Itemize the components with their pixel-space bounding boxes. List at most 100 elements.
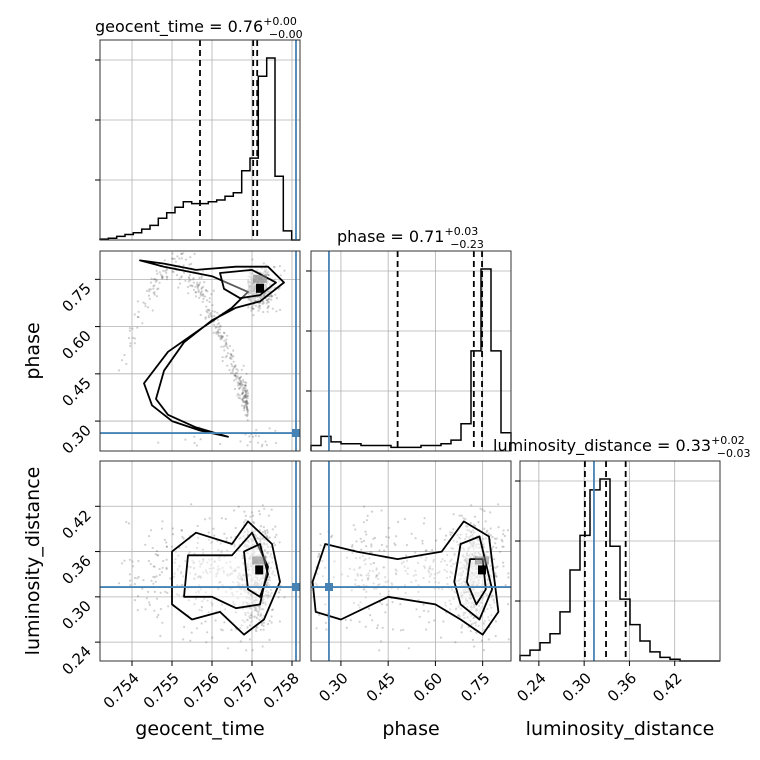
sample-point [225, 338, 228, 341]
sample-point [190, 631, 193, 634]
sample-point [239, 397, 242, 400]
sample-point [194, 291, 197, 294]
sample-point [279, 274, 282, 277]
sample-point [215, 332, 218, 335]
sample-point [217, 328, 220, 331]
sample-point [417, 590, 420, 594]
sample-point [265, 590, 268, 593]
sample-point [225, 561, 228, 565]
sample-point [200, 605, 203, 609]
sample-point [355, 540, 358, 543]
sample-point [253, 576, 256, 579]
sample-point [184, 560, 187, 563]
sample-point [226, 573, 229, 576]
sample-point [445, 576, 449, 580]
sample-point [147, 306, 150, 309]
sample-point [504, 584, 507, 587]
sample-point [258, 295, 261, 299]
sample-point [387, 593, 390, 597]
sample-point [507, 638, 510, 641]
sample-point [467, 547, 470, 550]
sample-point [464, 583, 468, 587]
sample-point [262, 576, 266, 579]
sample-point [182, 638, 185, 641]
sample-point [254, 547, 257, 550]
sample-point [205, 641, 208, 644]
sample-point [239, 376, 242, 380]
sample-point [268, 569, 271, 572]
sample-point [248, 287, 251, 290]
sample-point [250, 280, 253, 283]
sample-point [266, 581, 269, 584]
sample-point [210, 311, 213, 315]
sample-point [472, 541, 475, 545]
sample-point [160, 276, 164, 279]
sample-point [465, 565, 469, 568]
sample-point [256, 583, 259, 586]
sample-point [435, 539, 438, 542]
contour-distance-vs-geocent-time-mid [183, 531, 269, 610]
sample-point [462, 613, 465, 617]
sample-point [250, 552, 253, 555]
sample-point [229, 572, 232, 575]
sample-point [166, 591, 169, 595]
sample-point [251, 538, 255, 541]
sample-point [474, 552, 477, 555]
sample-point [231, 593, 234, 597]
sample-point [262, 577, 265, 580]
sample-point [242, 397, 245, 400]
sample-point [245, 601, 249, 605]
sample-point [262, 574, 265, 578]
sample-point [167, 605, 170, 608]
sample-point [262, 294, 265, 297]
sample-point [472, 523, 475, 526]
sample-point [249, 583, 252, 586]
sample-point [248, 272, 251, 275]
sample-point [468, 541, 472, 545]
sample-point [236, 375, 239, 378]
sample-point [387, 590, 390, 593]
sample-point [173, 561, 176, 564]
sample-point [444, 604, 447, 607]
sample-point [211, 304, 214, 307]
sample-point [395, 535, 398, 538]
sample-point [459, 592, 462, 595]
sample-point [220, 603, 224, 606]
sample-point [252, 552, 255, 555]
sample-point [216, 330, 219, 333]
sample-point [192, 561, 196, 564]
sample-point [462, 517, 465, 520]
sample-point [181, 535, 184, 539]
sample-point [506, 529, 510, 532]
sample-point [487, 532, 490, 536]
sample-point [443, 568, 446, 572]
sample-point [265, 534, 269, 538]
sample-point [200, 609, 203, 612]
sample-point [270, 615, 273, 618]
sample-point [192, 562, 195, 565]
sample-point [190, 503, 193, 506]
sample-point [250, 272, 253, 275]
sample-point [253, 290, 256, 293]
sample-point [214, 326, 217, 329]
sample-point [229, 356, 232, 359]
sample-point [391, 583, 394, 586]
sample-point [266, 300, 269, 303]
sample-point [189, 639, 192, 642]
sample-point [178, 257, 181, 260]
sample-point [193, 566, 196, 569]
sample-point [472, 567, 475, 570]
sample-point [232, 360, 235, 363]
sample-point [470, 542, 473, 545]
sample-point [211, 604, 214, 607]
sample-point [137, 559, 140, 563]
sample-point [218, 559, 221, 562]
sample-point [462, 569, 465, 572]
sample-point [125, 362, 128, 365]
sample-point [319, 532, 322, 536]
title-luminosity-distance-sub: −0.03 [717, 447, 751, 460]
sample-point [345, 556, 349, 559]
sample-point [358, 567, 361, 570]
sample-point [230, 355, 234, 358]
sample-point [387, 526, 390, 530]
